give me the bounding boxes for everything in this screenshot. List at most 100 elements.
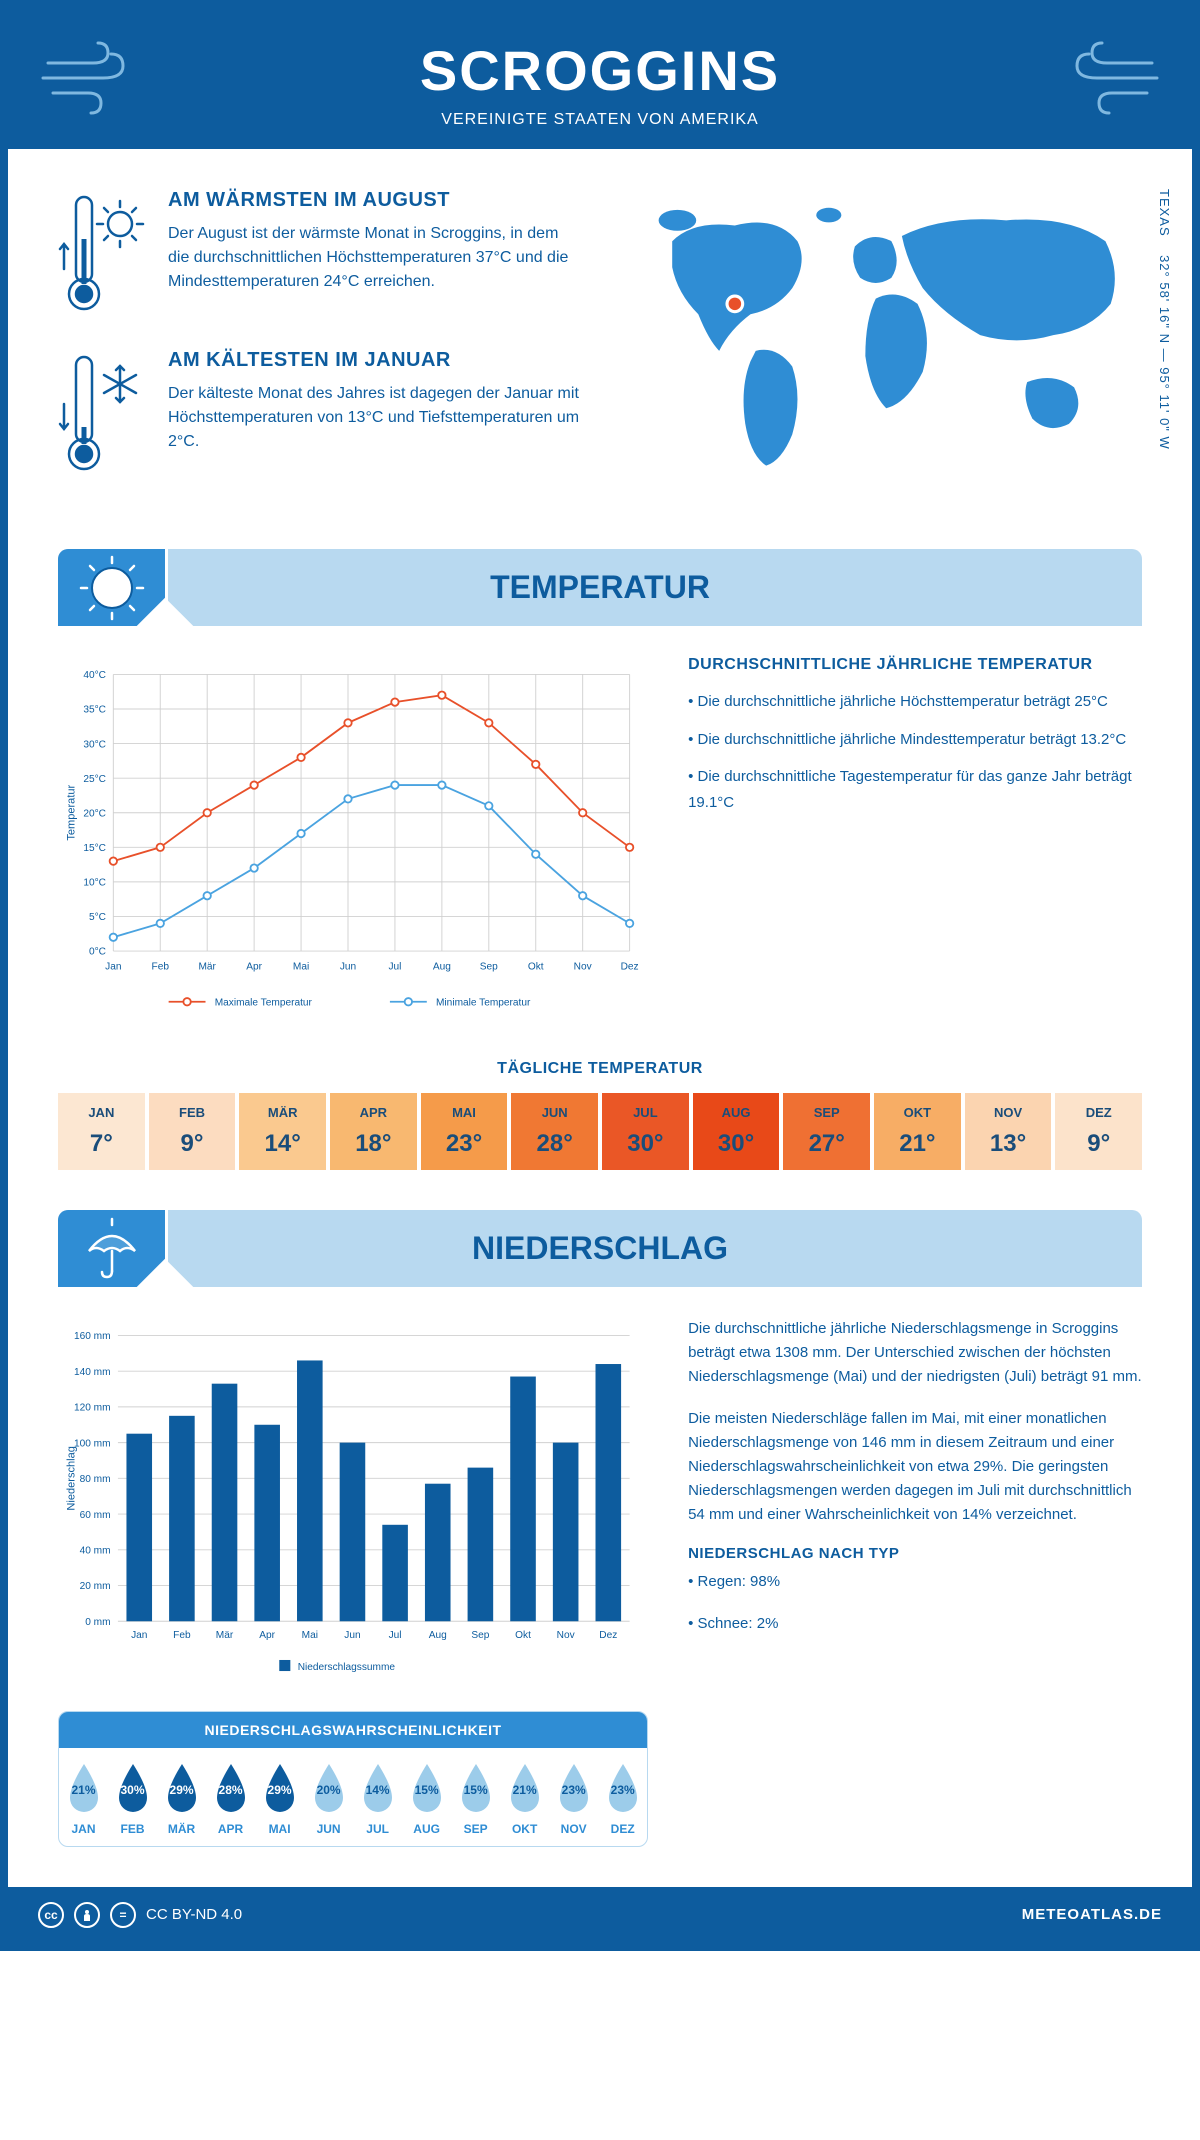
probability-cell: 15%SEP bbox=[451, 1748, 500, 1846]
umbrella-icon bbox=[77, 1213, 147, 1283]
probability-cell: 23%NOV bbox=[549, 1748, 598, 1846]
svg-text:Mär: Mär bbox=[198, 961, 216, 972]
svg-text:100 mm: 100 mm bbox=[74, 1438, 111, 1449]
daily-temp-strip: JAN7°FEB9°MÄR14°APR18°MAI23°JUN28°JUL30°… bbox=[58, 1093, 1142, 1170]
page-frame: SCROGGINS VEREINIGTE STAATEN VON AMERIKA bbox=[0, 0, 1200, 1951]
svg-text:Okt: Okt bbox=[528, 961, 544, 972]
precipitation-probability: NIEDERSCHLAGSWAHRSCHEINLICHKEIT 21%JAN30… bbox=[58, 1711, 648, 1847]
svg-text:20°C: 20°C bbox=[83, 808, 106, 819]
summary-row: AM WÄRMSTEN IM AUGUST Der August ist der… bbox=[58, 189, 1142, 509]
svg-text:160 mm: 160 mm bbox=[74, 1331, 111, 1342]
svg-text:15°C: 15°C bbox=[83, 843, 106, 854]
license-text: CC BY-ND 4.0 bbox=[146, 1906, 242, 1923]
temp-cell: FEB9° bbox=[149, 1093, 236, 1170]
svg-text:Maximale Temperatur: Maximale Temperatur bbox=[215, 997, 313, 1008]
site-name: METEOATLAS.DE bbox=[1022, 1906, 1162, 1923]
precipitation-info: Die durchschnittliche jährliche Niedersc… bbox=[688, 1317, 1142, 1847]
temp-cell: AUG30° bbox=[693, 1093, 780, 1170]
svg-text:5°C: 5°C bbox=[89, 912, 106, 923]
svg-text:Jul: Jul bbox=[389, 1630, 402, 1641]
warmest-block: AM WÄRMSTEN IM AUGUST Der August ist der… bbox=[58, 189, 580, 319]
svg-text:Aug: Aug bbox=[433, 961, 451, 972]
svg-text:35°C: 35°C bbox=[83, 705, 106, 716]
temp-cell: MÄR14° bbox=[239, 1093, 326, 1170]
probability-cell: 23%DEZ bbox=[598, 1748, 647, 1846]
temp-cell: APR18° bbox=[330, 1093, 417, 1170]
svg-text:40°C: 40°C bbox=[83, 670, 106, 681]
temp-cell: JUN28° bbox=[511, 1093, 598, 1170]
temp-cell: NOV13° bbox=[965, 1093, 1052, 1170]
svg-text:30°C: 30°C bbox=[83, 739, 106, 750]
svg-text:0 mm: 0 mm bbox=[85, 1617, 110, 1628]
svg-text:Temperatur: Temperatur bbox=[66, 784, 78, 840]
section-precipitation: NIEDERSCHLAG bbox=[58, 1210, 1142, 1287]
probability-cell: 14%JUL bbox=[353, 1748, 402, 1846]
footer: cc = CC BY-ND 4.0 METEOATLAS.DE bbox=[8, 1887, 1192, 1943]
wind-icon bbox=[1062, 38, 1162, 118]
svg-text:Mai: Mai bbox=[302, 1630, 318, 1641]
cc-icon: cc bbox=[38, 1902, 64, 1928]
svg-text:Niederschlag: Niederschlag bbox=[66, 1446, 78, 1510]
temperature-chart: 0°C 5°C 10°C 15°C 20°C 25°C 30°C 35°C 40°C Jan Feb… bbox=[58, 656, 648, 1025]
svg-text:0°C: 0°C bbox=[89, 947, 106, 958]
probability-cell: 20%JUN bbox=[304, 1748, 353, 1846]
section-temperature: TEMPERATUR bbox=[58, 549, 1142, 626]
thermometer-cold-icon bbox=[58, 349, 148, 479]
temp-cell: MAI23° bbox=[421, 1093, 508, 1170]
svg-text:Dez: Dez bbox=[621, 961, 639, 972]
temp-cell: JUL30° bbox=[602, 1093, 689, 1170]
coordinates: TEXAS 32° 58' 16" N — 95° 11' 0" W bbox=[1157, 189, 1172, 450]
svg-text:Dez: Dez bbox=[599, 1630, 617, 1641]
page-title: SCROGGINS bbox=[28, 38, 1172, 103]
svg-text:Feb: Feb bbox=[152, 961, 170, 972]
svg-text:Nov: Nov bbox=[574, 961, 593, 972]
svg-text:10°C: 10°C bbox=[83, 878, 106, 889]
svg-text:Jun: Jun bbox=[344, 1630, 360, 1641]
wind-icon bbox=[38, 38, 138, 118]
svg-text:60 mm: 60 mm bbox=[80, 1510, 111, 1521]
nd-icon: = bbox=[110, 1902, 136, 1928]
svg-text:Apr: Apr bbox=[246, 961, 262, 972]
probability-cell: 30%FEB bbox=[108, 1748, 157, 1846]
svg-text:Nov: Nov bbox=[557, 1630, 576, 1641]
header: SCROGGINS VEREINIGTE STAATEN VON AMERIKA bbox=[8, 8, 1192, 149]
coldest-title: AM KÄLTESTEN IM JANUAR bbox=[168, 349, 580, 372]
probability-cell: 21%JAN bbox=[59, 1748, 108, 1846]
by-icon bbox=[74, 1902, 100, 1928]
probability-cell: 29%MÄR bbox=[157, 1748, 206, 1846]
svg-text:Jan: Jan bbox=[105, 961, 121, 972]
temp-cell: JAN7° bbox=[58, 1093, 145, 1170]
warmest-title: AM WÄRMSTEN IM AUGUST bbox=[168, 189, 580, 212]
temp-cell: OKT21° bbox=[874, 1093, 961, 1170]
svg-text:Apr: Apr bbox=[259, 1630, 275, 1641]
thermometer-hot-icon bbox=[58, 189, 148, 319]
svg-text:Aug: Aug bbox=[429, 1630, 447, 1641]
svg-text:Mär: Mär bbox=[216, 1630, 234, 1641]
svg-text:Niederschlagssumme: Niederschlagssumme bbox=[298, 1662, 396, 1673]
probability-cell: 15%AUG bbox=[402, 1748, 451, 1846]
probability-cell: 21%OKT bbox=[500, 1748, 549, 1846]
svg-text:25°C: 25°C bbox=[83, 774, 106, 785]
temp-cell: DEZ9° bbox=[1055, 1093, 1142, 1170]
temperature-info: DURCHSCHNITTLICHE JÄHRLICHE TEMPERATUR •… bbox=[688, 656, 1142, 1030]
svg-text:120 mm: 120 mm bbox=[74, 1402, 111, 1413]
svg-text:140 mm: 140 mm bbox=[74, 1367, 111, 1378]
svg-text:40 mm: 40 mm bbox=[80, 1545, 111, 1556]
page-subtitle: VEREINIGTE STAATEN VON AMERIKA bbox=[28, 111, 1172, 129]
svg-text:Mai: Mai bbox=[293, 961, 309, 972]
content: AM WÄRMSTEN IM AUGUST Der August ist der… bbox=[8, 149, 1192, 1887]
world-map bbox=[620, 189, 1142, 481]
probability-cell: 29%MAI bbox=[255, 1748, 304, 1846]
svg-text:Feb: Feb bbox=[173, 1630, 191, 1641]
coldest-text: Der kälteste Monat des Jahres ist dagege… bbox=[168, 382, 580, 454]
warmest-text: Der August ist der wärmste Monat in Scro… bbox=[168, 222, 580, 294]
svg-text:Jun: Jun bbox=[340, 961, 356, 972]
svg-text:Sep: Sep bbox=[480, 961, 498, 972]
svg-text:Minimale Temperatur: Minimale Temperatur bbox=[436, 997, 531, 1008]
svg-text:Sep: Sep bbox=[471, 1630, 489, 1641]
svg-text:80 mm: 80 mm bbox=[80, 1474, 111, 1485]
daily-temp-heading: TÄGLICHE TEMPERATUR bbox=[58, 1060, 1142, 1078]
precipitation-chart: 0 mm20 mm40 mm60 mm80 mm100 mm120 mm140 … bbox=[58, 1317, 648, 1686]
svg-text:Jan: Jan bbox=[131, 1630, 147, 1641]
svg-text:Jul: Jul bbox=[388, 961, 401, 972]
